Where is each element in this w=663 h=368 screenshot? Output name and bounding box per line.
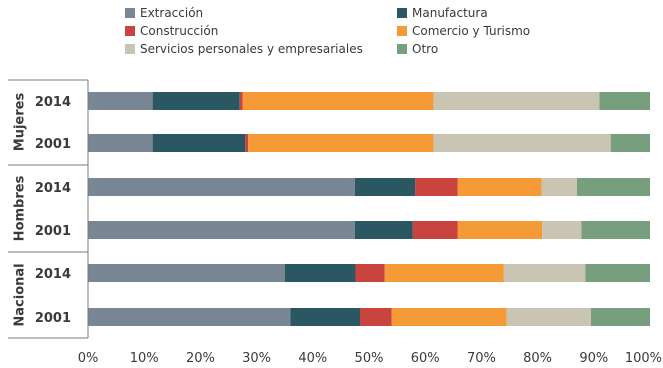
bar-hombres-2001-comercio-y-turismo <box>457 221 543 239</box>
category-label-nacional-2001: 2001 <box>35 311 71 326</box>
legend-swatch-servicios <box>125 44 135 54</box>
legend-label-manufactura: Manufactura <box>412 6 488 20</box>
x-tick-label-8: 80% <box>523 351 552 366</box>
bar-hombres-2001-otro <box>581 221 650 239</box>
category-label-mujeres-2014: 2014 <box>35 95 71 110</box>
legend-item-manufactura: Manufactura <box>397 6 488 20</box>
bar-hombres-2001-manufactura <box>354 221 413 239</box>
bar-hombres-2014-construccion <box>415 178 458 196</box>
bar-nacional-2001-comercio-y-turismo <box>391 308 507 326</box>
x-tick-label-0: 0% <box>78 351 99 366</box>
group-label-mujeres: Mujeres <box>13 93 28 152</box>
x-tick-label-1: 10% <box>130 351 159 366</box>
bar-mujeres-2014-servicios-personales-y-empresariales <box>433 92 600 110</box>
bar-hombres-2014-otro <box>576 178 650 196</box>
bar-mujeres-2001-construccion <box>245 134 249 152</box>
legend-label-comercio-turismo: Comercio y Turismo <box>412 24 531 38</box>
bar-nacional-2001-manufactura <box>290 308 361 326</box>
legend-item-servicios: Servicios personales y empresariales <box>125 42 363 56</box>
bar-nacional-2014-construccion <box>355 264 385 282</box>
bar-hombres-2001-construccion <box>412 221 458 239</box>
bar-mujeres-2014-manufactura <box>152 92 240 110</box>
legend-swatch-manufactura <box>397 8 407 18</box>
category-label-hombres-2014: 2014 <box>35 181 71 196</box>
bar-nacional-2001-extraccion <box>88 308 291 326</box>
bar-mujeres-2001-servicios-personales-y-empresariales <box>433 134 611 152</box>
group-label-hombres: Hombres <box>13 175 28 241</box>
bars-layer <box>88 92 650 326</box>
category-label-hombres-2001: 2001 <box>35 224 71 239</box>
category-label-mujeres-2001: 2001 <box>35 137 71 152</box>
legend-item-otro: Otro <box>397 42 438 56</box>
bar-hombres-2001-servicios-personales-y-empresariales <box>542 221 582 239</box>
legend-label-servicios: Servicios personales y empresariales <box>140 42 363 56</box>
category-label-nacional-2014: 2014 <box>35 267 71 282</box>
x-tick-label-10: 100% <box>625 351 662 366</box>
bar-nacional-2014-extraccion <box>88 264 285 282</box>
legend-item-comercio-turismo: Comercio y Turismo <box>397 24 530 38</box>
bar-nacional-2014-comercio-y-turismo <box>384 264 504 282</box>
bar-nacional-2001-servicios-personales-y-empresariales <box>506 308 591 326</box>
bar-mujeres-2014-construccion <box>239 92 243 110</box>
x-tick-label-7: 70% <box>467 351 496 366</box>
legend-item-extraccion: Extracción <box>125 6 203 20</box>
legend-label-otro: Otro <box>412 42 439 56</box>
bar-mujeres-2014-comercio-y-turismo <box>242 92 434 110</box>
bar-nacional-2001-construccion <box>360 308 392 326</box>
bar-nacional-2001-otro <box>590 308 650 326</box>
bar-hombres-2014-servicios-personales-y-empresariales <box>541 178 577 196</box>
bar-hombres-2014-comercio-y-turismo <box>457 178 542 196</box>
legend-label-construccion: Construcción <box>140 24 219 38</box>
bar-mujeres-2001-comercio-y-turismo <box>248 134 434 152</box>
legend-swatch-construccion <box>125 26 135 36</box>
legend-swatch-comercio-turismo <box>397 26 407 36</box>
bar-mujeres-2014-extraccion <box>88 92 153 110</box>
bar-hombres-2014-extraccion <box>88 178 355 196</box>
bar-nacional-2014-manufactura <box>284 264 356 282</box>
legend: Extracción Manufactura Construcción Come… <box>0 0 663 62</box>
bar-mujeres-2001-otro <box>610 134 650 152</box>
x-tick-label-2: 20% <box>186 351 215 366</box>
x-tick-label-4: 40% <box>298 351 327 366</box>
legend-label-extraccion: Extracción <box>140 6 204 20</box>
bar-mujeres-2001-extraccion <box>88 134 153 152</box>
group-label-nacional: Nacional <box>13 263 28 326</box>
bar-nacional-2014-otro <box>585 264 650 282</box>
legend-swatch-extraccion <box>125 8 135 18</box>
axes-layer: 2014 2001 Mujeres 2014 2001 Hombres 2014 2001 Na… <box>8 79 662 366</box>
bar-hombres-2014-manufactura <box>354 178 416 196</box>
legend-item-construccion: Construcción <box>125 24 218 38</box>
legend-swatch-otro <box>397 44 407 54</box>
x-tick-label-9: 90% <box>579 351 608 366</box>
bar-hombres-2001-extraccion <box>88 221 355 239</box>
bar-mujeres-2001-manufactura <box>152 134 246 152</box>
x-tick-label-6: 60% <box>411 351 440 366</box>
x-tick-label-3: 30% <box>242 351 271 366</box>
bar-mujeres-2014-otro <box>599 92 650 110</box>
x-tick-label-5: 50% <box>355 351 384 366</box>
bar-nacional-2014-servicios-personales-y-empresariales <box>503 264 586 282</box>
